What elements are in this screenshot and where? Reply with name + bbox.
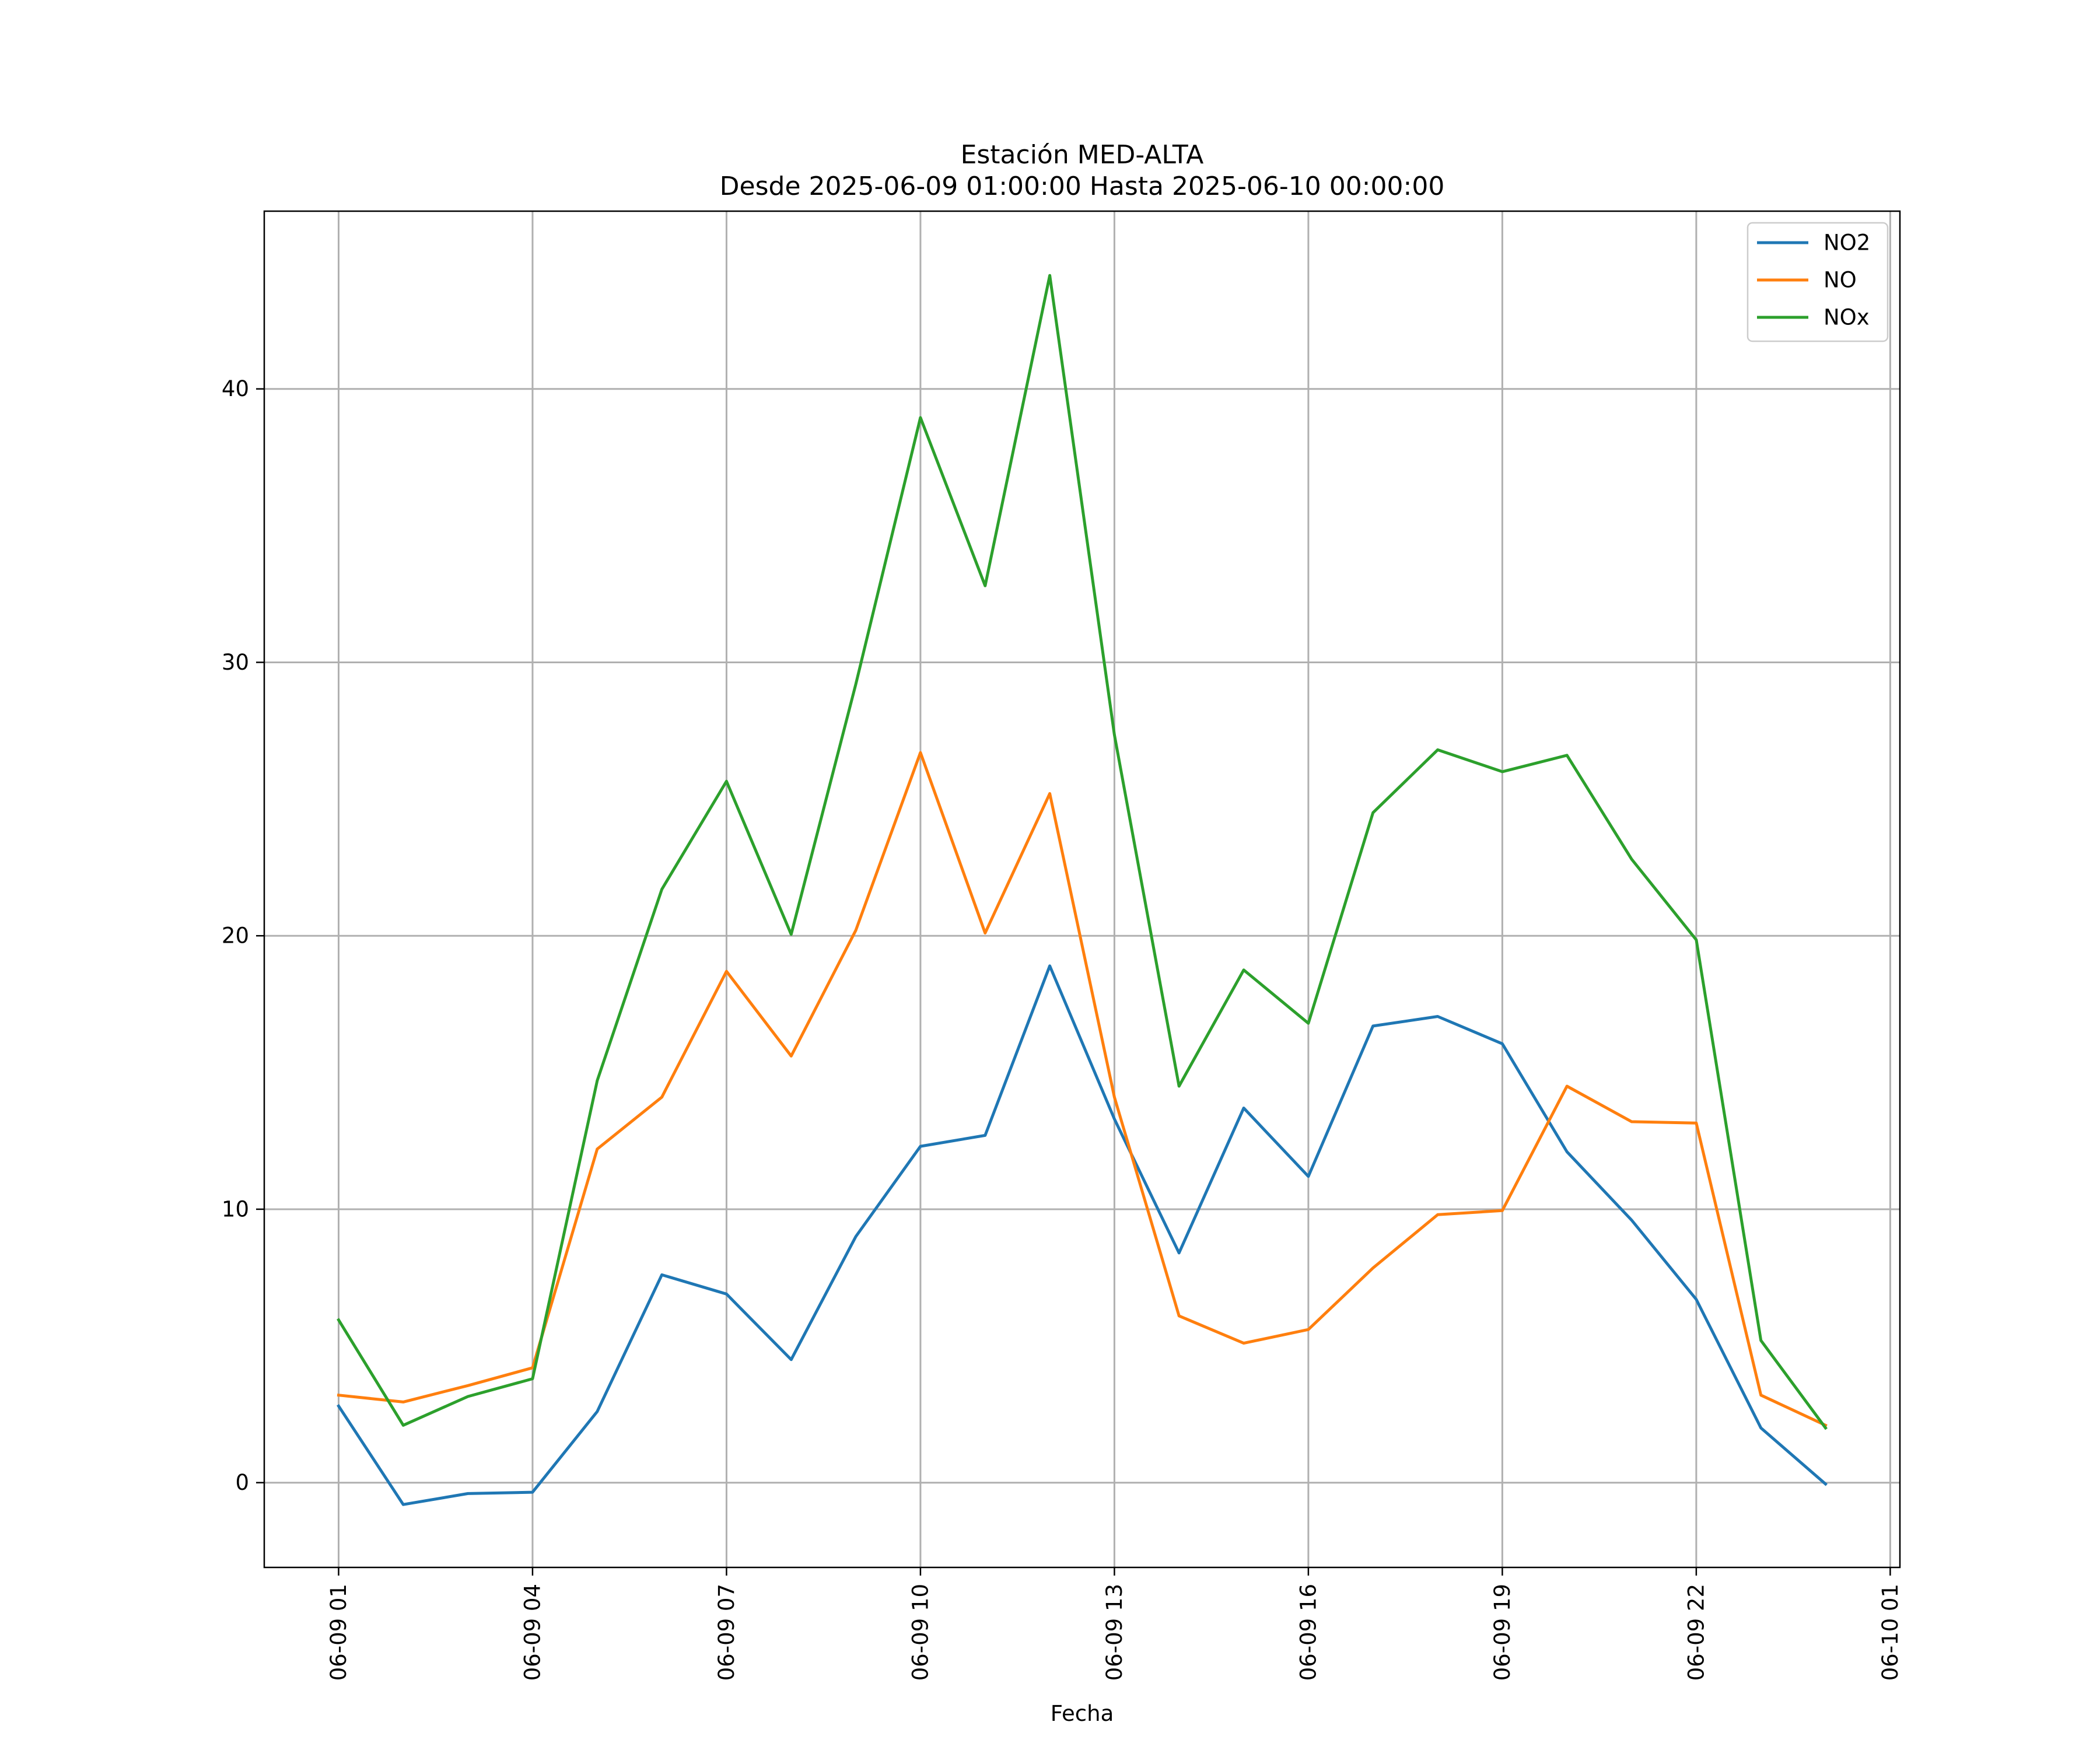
- x-tick-label: 06-09 22: [1684, 1584, 1709, 1681]
- series-line-nox: [337, 274, 1828, 1430]
- x-tick-label: 06-09 10: [908, 1584, 933, 1681]
- x-tick-label: 06-09 01: [326, 1584, 351, 1681]
- series-layer: [337, 274, 1828, 1506]
- x-tick-label: 06-09 04: [520, 1584, 545, 1681]
- y-tick-label: 40: [222, 376, 249, 401]
- legend-label-no: NO: [1824, 268, 1857, 293]
- legend: NO2 NO NOx: [1746, 222, 1889, 342]
- x-tick-label: 06-10 01: [1878, 1584, 1903, 1681]
- plot-area-frame: [263, 210, 1901, 1569]
- y-tick-label: 20: [222, 923, 249, 949]
- legend-box: [1746, 222, 1889, 342]
- ticks-layer: 06-09 01 06-09 04 06-09 07 06-09 10 06-09 13…: [222, 376, 1903, 1681]
- y-tick-label: 0: [235, 1470, 249, 1495]
- y-tick-label: 10: [222, 1196, 249, 1222]
- x-tick-label: 06-09 13: [1102, 1584, 1127, 1681]
- legend-label-no2: NO2: [1824, 230, 1870, 256]
- chart-subtitle: Desde 2025-06-09 01:00:00 Hasta 2025-06-…: [720, 172, 1445, 201]
- legend-label-nox: NOx: [1824, 305, 1870, 330]
- series-line-no2: [337, 964, 1828, 1506]
- y-tick-label: 30: [222, 650, 249, 675]
- x-axis-label: Fecha: [1051, 1701, 1114, 1726]
- series-line-no: [337, 751, 1828, 1427]
- x-tick-label: 06-09 19: [1490, 1584, 1515, 1681]
- x-tick-label: 06-09 16: [1296, 1584, 1321, 1681]
- x-tick-label: 06-09 07: [714, 1584, 739, 1681]
- grid-layer: [264, 211, 1900, 1567]
- chart-title: Estación MED-ALTA: [961, 140, 1204, 170]
